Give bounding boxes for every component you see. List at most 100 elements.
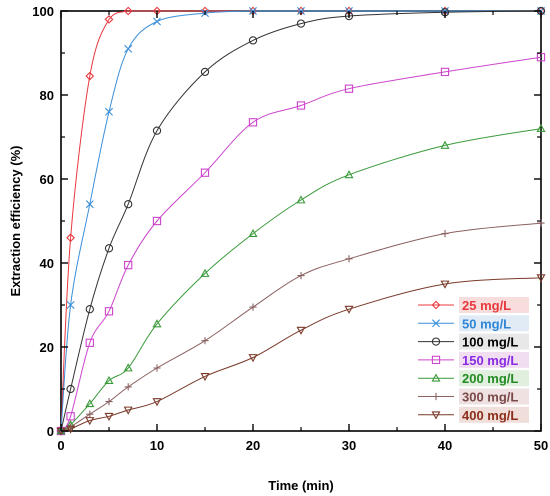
- legend-label: 150 mg/L: [462, 353, 518, 368]
- legend-label-background: [459, 351, 529, 368]
- x-tick-label: 50: [534, 438, 548, 453]
- data-point: [441, 230, 449, 238]
- data-point: [152, 319, 162, 328]
- data-point: [66, 384, 75, 394]
- legend-label-background: [459, 297, 529, 313]
- legend-label: 300 mg/L: [462, 390, 518, 405]
- data-point: [85, 338, 94, 347]
- data-point: [105, 398, 113, 406]
- legend-item: 300 mg/L: [418, 388, 529, 405]
- legend-marker: [432, 392, 440, 401]
- data-point: [153, 17, 161, 26]
- data-point: [123, 363, 133, 372]
- data-point: [124, 260, 133, 270]
- data-point: [296, 326, 306, 335]
- legend-marker: [431, 337, 441, 346]
- data-point: [536, 123, 546, 133]
- data-point: [200, 268, 210, 277]
- data-point: [296, 19, 306, 28]
- legend-label-background: [459, 406, 529, 423]
- data-point: [85, 305, 94, 314]
- legend-marker: [431, 411, 441, 420]
- data-point: [536, 274, 546, 283]
- legend-label: 25 mg/L: [462, 298, 511, 313]
- legend-label: 400 mg/L: [462, 408, 518, 423]
- y-tick-label: 20: [40, 340, 54, 355]
- data-point: [344, 305, 354, 314]
- y-axis-title: Extraction efficiency (%): [8, 146, 23, 297]
- data-point: [297, 272, 305, 280]
- data-point: [344, 84, 354, 93]
- data-point: [296, 101, 306, 110]
- data-point: [201, 337, 209, 345]
- series-100-mg-l: [56, 6, 546, 436]
- data-point: [123, 406, 133, 415]
- series-line: [60, 277, 542, 432]
- data-point: [248, 354, 258, 363]
- data-point: [200, 372, 210, 382]
- data-point: [152, 216, 162, 226]
- data-point: [104, 375, 114, 385]
- data-point: [440, 140, 450, 149]
- x-tick-label: 40: [438, 438, 452, 453]
- data-point: [104, 15, 114, 24]
- data-point: [200, 67, 210, 77]
- data-point: [66, 425, 76, 434]
- data-point: [440, 280, 450, 289]
- data-point: [104, 244, 114, 253]
- legend-label-background: [459, 370, 529, 387]
- data-point: [105, 107, 113, 116]
- plot-frame: [60, 10, 542, 432]
- data-point: [124, 383, 132, 391]
- data-point: [296, 195, 306, 204]
- plot-area: [60, 10, 542, 432]
- data-point: [248, 36, 258, 45]
- legend-label-background: [459, 333, 529, 350]
- data-point: [85, 200, 94, 209]
- legend-item: 200 mg/L: [418, 370, 529, 387]
- legend-item: 25 mg/L: [418, 297, 529, 313]
- data-point: [86, 410, 94, 418]
- data-point: [124, 200, 133, 209]
- x-axis-title: Time (min): [268, 478, 334, 493]
- data-point: [85, 71, 95, 81]
- axes-layer: 0 10 20 30 40 50 0 20 40 60 80 100: [32, 4, 548, 453]
- data-point: [248, 118, 258, 127]
- legend-label-background: [459, 388, 529, 405]
- y-tick-label: 40: [40, 256, 54, 271]
- legend-item: 50 mg/L: [418, 315, 529, 332]
- data-point: [345, 255, 353, 263]
- x-tick-label: 30: [342, 438, 356, 453]
- y-tick-label: 100: [32, 4, 54, 19]
- data-point: [124, 44, 133, 53]
- x-tick-label: 0: [57, 438, 64, 453]
- data-point: [344, 170, 354, 179]
- legend-item: 100 mg/L: [418, 333, 529, 350]
- data-point: [248, 228, 258, 238]
- legend: 25 mg/L 50 mg/L 100 mg/L 150 mg/L 200 mg/L 30…: [418, 297, 529, 423]
- legend-marker: [432, 319, 440, 328]
- legend-label: 100 mg/L: [462, 335, 518, 350]
- data-point: [104, 307, 114, 316]
- data-point: [66, 301, 75, 309]
- data-point: [85, 417, 95, 426]
- series-line: [60, 10, 542, 432]
- data-point: [152, 126, 162, 135]
- data-point: [85, 398, 95, 408]
- data-point: [152, 398, 162, 407]
- series-400-mg-l: [56, 274, 546, 436]
- legend-marker: [431, 373, 441, 382]
- series-line: [60, 10, 541, 432]
- legend-item: 400 mg/L: [418, 406, 529, 423]
- y-tick-label: 80: [40, 88, 54, 103]
- data-point: [249, 303, 257, 311]
- data-point: [153, 364, 161, 372]
- y-tick-label: 0: [47, 424, 54, 439]
- data-point: [440, 67, 450, 77]
- legend-label: 200 mg/L: [462, 371, 518, 386]
- y-tick-label: 60: [40, 172, 54, 187]
- data-point: [66, 412, 75, 421]
- x-tick-label: 20: [246, 438, 260, 453]
- legend-label-background: [459, 315, 529, 332]
